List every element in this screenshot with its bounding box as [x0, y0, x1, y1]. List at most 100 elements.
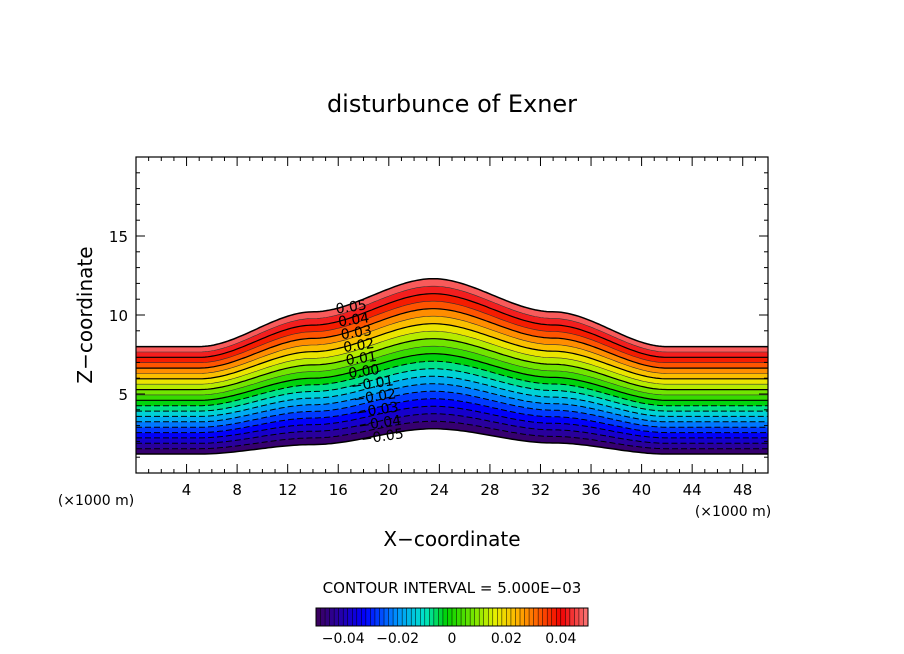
contour-line: [136, 405, 768, 439]
top-boundary-line: [136, 277, 768, 348]
colorbar-swatch: [393, 608, 398, 626]
colorbar-swatch: [551, 608, 557, 626]
colorbar-ticks: −0.04 −0.02 0 0.02 0.04: [322, 631, 577, 647]
colorbar-tick-label: −0.04: [322, 631, 365, 647]
contour-line: [136, 330, 768, 385]
contour-line: [136, 285, 768, 353]
colorbar-swatch: [533, 608, 539, 626]
colorbar-tick-label: 0.02: [491, 631, 522, 647]
colorbar-swatch: [560, 608, 566, 626]
contour-line: [136, 390, 768, 428]
x-tick-label: 12: [278, 481, 297, 499]
colorbar-swatch: [479, 608, 485, 626]
x-tick-label: 28: [480, 481, 499, 499]
colorbar-swatch: [406, 608, 412, 626]
contour-labels: 0.050.040.030.020.010.00−0.01−0.02−0.03−…: [335, 297, 405, 447]
colorbar-swatch: [347, 608, 353, 626]
colorbar-swatch: [483, 608, 489, 626]
colorbar-swatch: [520, 608, 525, 626]
contour-label: 0.04: [337, 310, 370, 330]
x-tick-label: 8: [232, 481, 242, 499]
contour-label: 0.00: [347, 362, 380, 382]
contour-line: [136, 420, 768, 450]
colorbar-swatch: [356, 608, 362, 626]
colorbar-swatch: [411, 608, 417, 626]
y-axis-label: Z−coordinate: [73, 246, 97, 383]
contour-label: −0.04: [358, 413, 403, 435]
y-axis: 5 10 15: [109, 172, 768, 458]
colorbar-swatch: [461, 608, 466, 626]
colorbar-swatch: [465, 608, 471, 626]
contour-label: 0.03: [340, 323, 373, 343]
colorbar-swatch: [329, 608, 335, 626]
x-tick-label: 44: [683, 481, 702, 499]
colorbar-swatch: [388, 608, 394, 626]
y-tick-label: 10: [109, 307, 128, 325]
colorbar-frame: [315, 607, 589, 627]
contour-field: [136, 277, 768, 455]
x-tick-label: 20: [379, 481, 398, 499]
contour-interval-text: CONTOUR INTERVAL = 5.000E−03: [323, 579, 582, 597]
colorbar-swatch: [501, 608, 507, 626]
colorbar-swatch: [338, 608, 344, 626]
contour-line: [136, 353, 768, 401]
y-tick-label: 5: [118, 386, 128, 404]
x-tick-label: 4: [182, 481, 192, 499]
colorbar-swatch: [470, 608, 475, 626]
contour-line: [136, 300, 768, 363]
colorbar-swatch: [316, 608, 321, 626]
x-tick-label: 36: [581, 481, 600, 499]
contour-label: −0.05: [360, 426, 405, 448]
colorbar-swatch: [429, 608, 435, 626]
colorbar-swatch: [402, 608, 407, 626]
contour-line: [136, 368, 768, 412]
colorbar-swatch: [433, 608, 439, 626]
colorbar-swatch: [497, 608, 503, 626]
colorbar-swatch: [361, 608, 367, 626]
colorbar-swatch: [334, 608, 339, 626]
contour-line: [136, 345, 768, 396]
colorbar-swatch: [370, 608, 376, 626]
colorbar-swatch: [510, 608, 516, 626]
colorbar-swatch: [492, 608, 498, 626]
colorbar-swatch: [320, 608, 326, 626]
x-tick-label: 16: [329, 481, 348, 499]
colorbar-swatch: [578, 608, 584, 626]
colorbar-swatch: [325, 608, 330, 626]
colorbar-swatch: [506, 608, 512, 626]
colorbar-swatch: [424, 608, 430, 626]
contour-label: 0.02: [342, 336, 375, 356]
colorbar-swatch: [452, 608, 457, 626]
colorbar-swatch: [556, 608, 562, 626]
colorbar-swatch: [352, 608, 358, 626]
colorbar-swatch: [384, 608, 389, 626]
x-tick-label: 48: [733, 481, 752, 499]
contour-line: [136, 375, 768, 417]
colorbar-swatch: [574, 608, 580, 626]
colorbar-swatch: [420, 608, 426, 626]
contour-line: [136, 360, 768, 407]
colorbar-swatch: [397, 608, 403, 626]
colorbar-swatch: [569, 608, 575, 626]
colorbar: [315, 607, 589, 627]
contour-label: −0.01: [350, 373, 395, 395]
colorbar-tick-label: 0.04: [545, 631, 576, 647]
colorbar-swatch: [474, 608, 480, 626]
chart-title: disturbunce of Exner: [327, 90, 577, 118]
colorbar-swatch: [343, 608, 349, 626]
bottom-boundary-line: [136, 428, 768, 455]
x-axis-label: X−coordinate: [383, 527, 520, 551]
contour-label: 0.05: [335, 297, 368, 317]
colorbar-swatch: [565, 608, 571, 626]
contour-line: [136, 315, 768, 374]
contour-label: −0.03: [355, 399, 400, 421]
colorbar-swatch: [547, 608, 553, 626]
x-tick-label: 32: [531, 481, 550, 499]
contour-line: [136, 323, 768, 380]
contour-line: [136, 338, 768, 391]
contour-line: [136, 398, 768, 434]
colorbar-swatch: [538, 608, 543, 626]
colorbar-swatch: [529, 608, 534, 626]
contour-label: 0.01: [345, 349, 378, 369]
